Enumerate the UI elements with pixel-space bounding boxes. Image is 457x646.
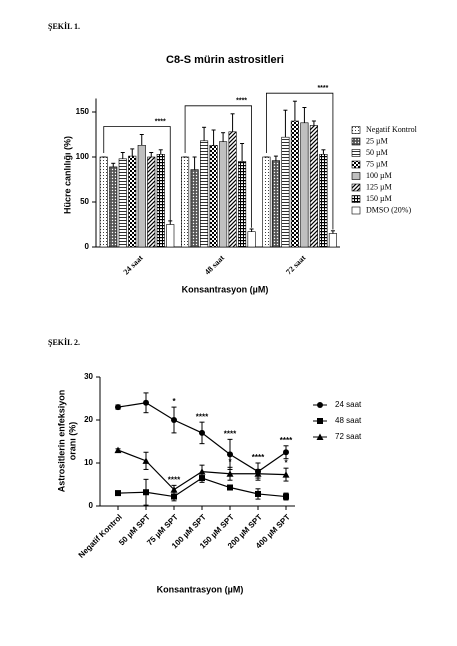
significance-label: ****	[196, 412, 209, 421]
legend-label: 48 saat	[335, 416, 362, 425]
bar	[263, 157, 271, 247]
marker	[171, 417, 177, 423]
bar	[210, 145, 218, 247]
bar	[282, 137, 290, 247]
x-tick-label: Negatif Kontrol	[77, 513, 124, 560]
legend-label: 100 µM	[366, 171, 392, 180]
marker	[143, 489, 149, 495]
significance-label: ****	[317, 85, 328, 92]
y-tick-label: 150	[76, 107, 90, 116]
y-tick-label: 0	[85, 242, 90, 251]
marker	[115, 447, 122, 454]
y-tick-label: 10	[84, 458, 93, 467]
y-axis-label: Astrositlerin enfeksiyon	[56, 390, 66, 493]
bar	[167, 225, 175, 248]
x-axis-label: Konsantrasyon (µM)	[157, 584, 244, 594]
bar	[200, 141, 208, 247]
legend-label: 75 µM	[366, 159, 388, 168]
legend-label: 72 saat	[335, 432, 362, 441]
x-tick-label: 48 saat	[203, 253, 226, 276]
significance-label: ****	[236, 98, 247, 105]
significance-label: ****	[168, 475, 181, 484]
bar	[238, 162, 246, 248]
bar	[329, 234, 337, 248]
significance-label: ****	[224, 429, 237, 438]
bar	[100, 157, 108, 247]
significance-label: *	[228, 457, 232, 466]
bar	[157, 154, 165, 247]
legend-swatch	[352, 138, 360, 145]
x-tick-label: 24 saat	[122, 253, 145, 276]
marker	[283, 494, 289, 500]
bar	[129, 156, 137, 247]
bar	[272, 161, 280, 247]
significance-label: ****	[252, 453, 265, 462]
legend-label: 125 µM	[366, 182, 392, 191]
legend-swatch	[352, 161, 360, 168]
y-tick-label: 50	[80, 197, 89, 206]
bar	[219, 142, 227, 247]
marker	[199, 430, 205, 436]
bar	[301, 123, 309, 247]
figure-label: ŞEKİL 1.	[48, 21, 80, 31]
bar	[110, 167, 118, 247]
legend-swatch	[352, 150, 360, 157]
legend-swatch	[352, 173, 360, 180]
x-tick-label: 72 saat	[284, 253, 307, 276]
y-axis-label: oranı (%)	[67, 422, 77, 461]
y-tick-label: 0	[89, 501, 94, 510]
significance-label: ****	[280, 436, 293, 445]
significance-label: ****	[155, 118, 166, 125]
bar	[181, 157, 189, 247]
bar	[191, 170, 199, 247]
legend-swatch	[352, 184, 360, 191]
legend-label: 25 µM	[366, 136, 388, 145]
bar	[291, 121, 299, 247]
legend-label: DMSO (20%)	[366, 205, 411, 214]
y-tick-label: 30	[84, 372, 93, 381]
bar	[310, 126, 318, 248]
legend-swatch	[352, 127, 360, 134]
page: ŞEKİL 1. ŞEKİL 2. C8-S mürin astrositler…	[0, 0, 457, 646]
bar	[119, 159, 127, 247]
significance-label: *	[284, 458, 288, 467]
legend-label: 50 µM	[366, 148, 388, 157]
chart-title: C8-S mürin astrositleri	[166, 54, 284, 66]
marker	[115, 404, 121, 410]
y-axis-label: Hücre canlılığı (%)	[62, 136, 72, 214]
bar	[229, 132, 237, 247]
bar	[248, 232, 256, 247]
marker	[115, 490, 121, 496]
legend-label: 24 saat	[335, 400, 362, 409]
legend-label: Negatif Kontrol	[366, 125, 418, 134]
marker	[143, 400, 149, 406]
legend-swatch	[352, 207, 360, 214]
bar	[320, 154, 328, 247]
marker	[143, 457, 150, 464]
bar	[138, 145, 146, 247]
marker	[283, 449, 289, 455]
x-axis-label: Konsantrasyon (µM)	[182, 284, 269, 294]
figure-label: ŞEKİL 2.	[48, 337, 80, 347]
legend-label: 150 µM	[366, 194, 392, 203]
y-tick-label: 20	[84, 415, 93, 424]
y-tick-label: 100	[76, 152, 90, 161]
marker	[255, 491, 261, 497]
significance-label: *	[172, 397, 176, 406]
marker	[227, 485, 233, 491]
bar	[148, 157, 156, 247]
marker	[317, 418, 323, 424]
marker	[317, 402, 323, 408]
legend-swatch	[352, 196, 360, 203]
